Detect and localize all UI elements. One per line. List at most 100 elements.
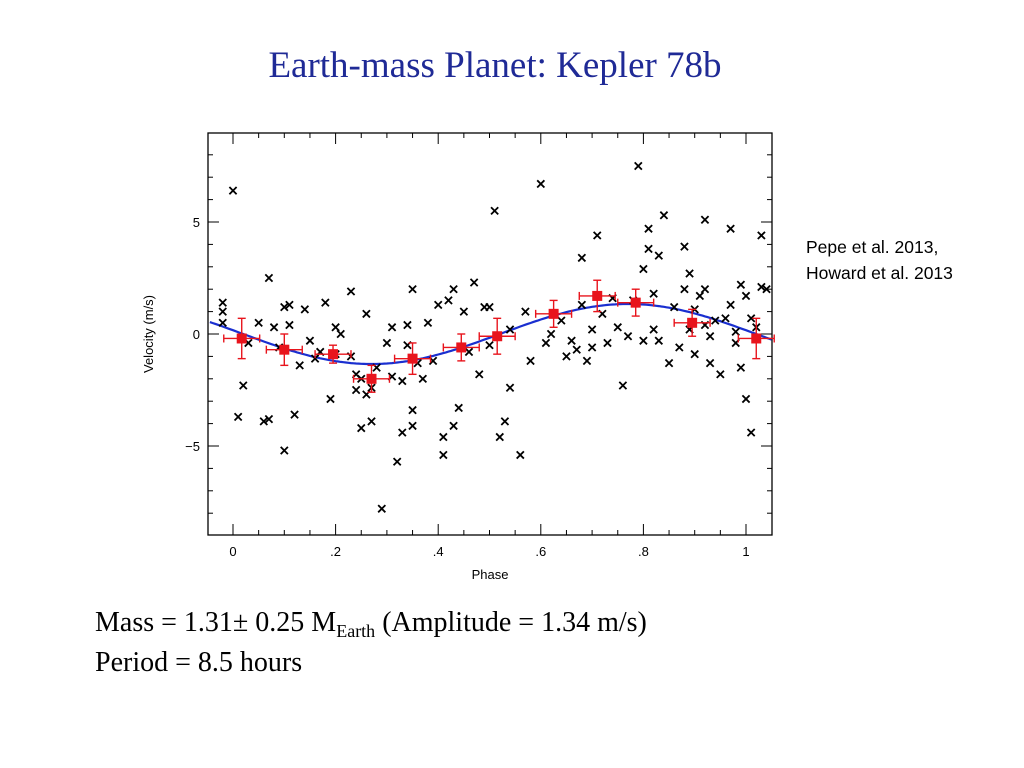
data-point [649, 289, 658, 298]
earth-subscript: Earth [336, 621, 376, 641]
data-point [695, 291, 705, 301]
binned-marker [328, 349, 339, 360]
data-point [654, 336, 664, 345]
data-point [269, 323, 279, 332]
amplitude-note: (Amplitude = 1.34 m/s) [375, 607, 647, 638]
citation-line-1: Pepe et al. 2013, [806, 237, 939, 257]
binned-marker [492, 331, 503, 342]
data-point [228, 186, 238, 195]
data-point [280, 302, 289, 312]
data-point [746, 428, 756, 437]
y-tick-label: 0 [193, 327, 200, 342]
data-point [336, 329, 345, 339]
data-point [587, 325, 597, 334]
data-point [731, 327, 740, 336]
data-point [582, 356, 592, 366]
data-point [418, 374, 428, 384]
binned-marker [236, 333, 247, 344]
data-point [685, 269, 694, 278]
binned-marker [630, 297, 641, 308]
data-point [726, 224, 735, 233]
data-point [382, 338, 392, 348]
binned-marker [407, 353, 418, 364]
data-point [331, 323, 340, 332]
data-point [746, 314, 756, 323]
binned-marker [366, 373, 377, 384]
data-point [505, 383, 515, 392]
data-point [449, 284, 458, 294]
data-point [264, 414, 274, 424]
data-point [439, 450, 448, 460]
data-point [433, 300, 443, 310]
data-point [254, 318, 263, 328]
x-tick-label: .6 [535, 544, 546, 559]
binned-point [534, 299, 573, 328]
data-point [644, 244, 653, 254]
data-point [649, 325, 658, 334]
data-point [285, 320, 294, 330]
data-point [690, 349, 699, 359]
data-point [623, 332, 633, 341]
x-tick-label: 0 [229, 544, 236, 559]
data-point [392, 457, 402, 466]
binned-point [352, 364, 391, 393]
data-point [639, 264, 648, 274]
data-point [321, 298, 330, 307]
binned-marker [687, 317, 698, 328]
data-point [280, 446, 289, 455]
binned-point [578, 279, 616, 313]
data-point [408, 405, 417, 415]
data-point [377, 504, 387, 513]
binned-point [617, 288, 655, 317]
plot-frame [207, 132, 773, 536]
data-point [464, 347, 474, 357]
x-axis-label: Phase [472, 567, 509, 582]
data-point [295, 361, 304, 370]
data-point [577, 300, 587, 310]
binned-point [673, 308, 711, 337]
x-tick-label: .2 [330, 544, 341, 559]
data-point [644, 224, 653, 233]
data-point [536, 179, 546, 189]
data-point [613, 323, 622, 332]
data-point [577, 253, 587, 263]
data-point [562, 352, 571, 361]
binned-marker [279, 344, 290, 355]
data-point [357, 423, 366, 433]
mass-prefix: Mass = 1.31 [95, 607, 233, 638]
data-point [495, 432, 504, 442]
citation-line-2: Howard et al. 2013 [806, 263, 953, 283]
binned-marker [751, 333, 762, 344]
data-point [310, 354, 320, 363]
data-point [618, 381, 628, 390]
data-point [490, 206, 499, 216]
data-point [741, 394, 751, 404]
data-point [680, 242, 689, 251]
binned-point [265, 333, 303, 367]
data-point [710, 316, 720, 325]
binned-point [393, 342, 432, 376]
data-point [218, 318, 227, 328]
data-point [705, 332, 715, 341]
citation: Pepe et al. 2013, Howard et al. 2013 [806, 234, 1016, 286]
data-point [700, 284, 710, 294]
data-point [669, 302, 679, 312]
slide-title: Earth-mass Planet: Kepler 78b [268, 45, 722, 86]
binned-point [223, 317, 261, 360]
data-point [459, 307, 469, 316]
y-axis-label: Velocity (m/s) [141, 295, 156, 373]
data-point [326, 394, 335, 404]
binned-marker [456, 342, 467, 353]
data-point [398, 376, 407, 386]
data-point [346, 287, 356, 296]
mass-line: Mass = 1.31± 0.25 MEarth (Amplitude = 1.… [95, 603, 647, 643]
data-point [290, 410, 299, 419]
data-point [721, 314, 730, 323]
binned-point [737, 317, 775, 360]
x-tick-label: .4 [433, 544, 444, 559]
data-point [398, 428, 407, 437]
data-point [387, 323, 397, 332]
data-point [639, 336, 648, 345]
x-tick-label: 1 [742, 544, 749, 559]
